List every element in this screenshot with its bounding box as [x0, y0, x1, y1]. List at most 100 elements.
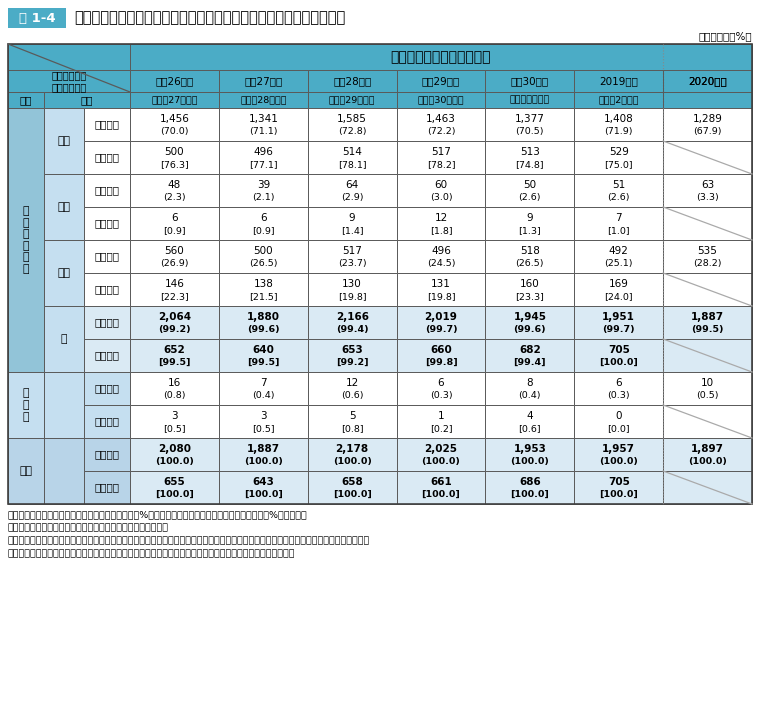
Text: 39: 39: [257, 180, 270, 190]
Text: 50: 50: [524, 180, 537, 190]
Text: ２　「その他」は、短大・高専、外国の大学等である。: ２ 「その他」は、短大・高専、外国の大学等である。: [8, 523, 169, 532]
Bar: [575, 92, 663, 108]
Text: 48: 48: [168, 180, 181, 190]
Text: [100.0]: [100.0]: [600, 490, 638, 499]
Bar: [8, 44, 130, 70]
Text: 6: 6: [171, 213, 178, 223]
Bar: [308, 372, 397, 405]
Bar: [8, 70, 130, 92]
Text: 146: 146: [164, 279, 185, 289]
Text: (70.0): (70.0): [160, 127, 188, 137]
Text: [19.8]: [19.8]: [426, 292, 455, 301]
Bar: [130, 207, 219, 240]
Bar: [397, 372, 486, 405]
Bar: [130, 471, 219, 504]
Bar: [130, 306, 219, 339]
Bar: [575, 306, 663, 339]
Bar: [397, 405, 486, 438]
Text: （注）１　（　）内は、合格者総数に対する割合（%）を、［　］内は、採用者総数に対する割合（%）を示す。: （注）１ （ ）内は、合格者総数に対する割合（%）を、［ ］内は、採用者総数に対…: [8, 510, 308, 519]
Bar: [130, 70, 219, 92]
Text: （令和元年度）: （令和元年度）: [510, 96, 550, 104]
Text: （平成30年度）: （平成30年度）: [418, 96, 464, 104]
Bar: [308, 471, 397, 504]
Text: 652: 652: [163, 345, 185, 355]
Bar: [130, 405, 219, 438]
Bar: [219, 240, 308, 273]
Bar: [663, 70, 752, 92]
Text: (0.5): (0.5): [696, 391, 719, 400]
Text: 公立: 公立: [58, 202, 71, 212]
Text: (99.6): (99.6): [247, 325, 280, 334]
Text: 655: 655: [163, 477, 185, 487]
Text: 640: 640: [252, 345, 274, 355]
Text: [75.0]: [75.0]: [604, 160, 633, 169]
Text: 51: 51: [612, 180, 625, 190]
Text: (28.2): (28.2): [693, 260, 722, 268]
Bar: [486, 108, 575, 141]
Bar: [663, 372, 752, 405]
Bar: [308, 240, 397, 273]
Bar: [486, 273, 575, 306]
Text: 国立: 国立: [58, 136, 71, 146]
Bar: [308, 306, 397, 339]
Bar: [130, 438, 219, 471]
Text: 130: 130: [342, 279, 362, 289]
Text: 138: 138: [253, 279, 274, 289]
Text: (26.5): (26.5): [515, 260, 544, 268]
Text: 513: 513: [520, 147, 540, 157]
Text: 496: 496: [431, 246, 451, 256]
Bar: [130, 273, 219, 306]
Text: 682: 682: [519, 345, 540, 355]
Text: 1,585: 1,585: [337, 114, 367, 124]
Text: 1,408: 1,408: [604, 114, 634, 124]
Text: [76.3]: [76.3]: [160, 160, 188, 169]
Text: 2,166: 2,166: [336, 312, 369, 322]
Bar: [575, 438, 663, 471]
Text: (99.6): (99.6): [514, 325, 546, 334]
Bar: [486, 306, 575, 339]
Bar: [663, 108, 752, 141]
Text: 7: 7: [260, 378, 267, 388]
Text: [100.0]: [100.0]: [422, 490, 461, 499]
Text: (0.3): (0.3): [607, 391, 630, 400]
Bar: [84, 273, 130, 306]
Bar: [308, 92, 397, 108]
Bar: [84, 306, 130, 339]
Text: 7: 7: [616, 213, 622, 223]
Bar: [84, 372, 130, 405]
Text: (0.4): (0.4): [252, 391, 274, 400]
Text: 169: 169: [609, 279, 629, 289]
Bar: [486, 174, 575, 207]
Bar: [397, 240, 486, 273]
Text: 合格者数: 合格者数: [94, 450, 119, 460]
Text: 合格者数: 合格者数: [94, 383, 119, 393]
Text: 705: 705: [608, 345, 629, 355]
Bar: [130, 339, 219, 372]
Text: (0.6): (0.6): [341, 391, 363, 400]
Bar: [486, 372, 575, 405]
Text: 6: 6: [438, 378, 445, 388]
Bar: [486, 70, 575, 92]
Text: (3.0): (3.0): [429, 193, 452, 202]
Text: 535: 535: [698, 246, 717, 256]
Bar: [486, 141, 575, 174]
Bar: [219, 174, 308, 207]
Bar: [397, 438, 486, 471]
Text: 平成30年度: 平成30年度: [511, 76, 549, 86]
Text: 合格者数: 合格者数: [94, 252, 119, 262]
Bar: [663, 92, 752, 108]
Text: ４　採用者数は、名簿作成年度の翌年度における採用者数である（過年度名簿等からの採用者を含む）。: ４ 採用者数は、名簿作成年度の翌年度における採用者数である（過年度名簿等からの採…: [8, 549, 296, 558]
Text: 1,377: 1,377: [515, 114, 545, 124]
Text: （平成29年度）: （平成29年度）: [329, 96, 375, 104]
Bar: [663, 240, 752, 273]
Text: (99.7): (99.7): [425, 325, 458, 334]
Bar: [8, 108, 44, 372]
Text: そ
の
他: そ の 他: [23, 388, 29, 422]
Text: (26.9): (26.9): [160, 260, 188, 268]
Text: (2.3): (2.3): [163, 193, 185, 202]
Bar: [397, 306, 486, 339]
Text: (99.2): (99.2): [158, 325, 191, 334]
Text: (67.9): (67.9): [693, 127, 722, 137]
Bar: [219, 108, 308, 141]
Text: (2.6): (2.6): [518, 193, 541, 202]
